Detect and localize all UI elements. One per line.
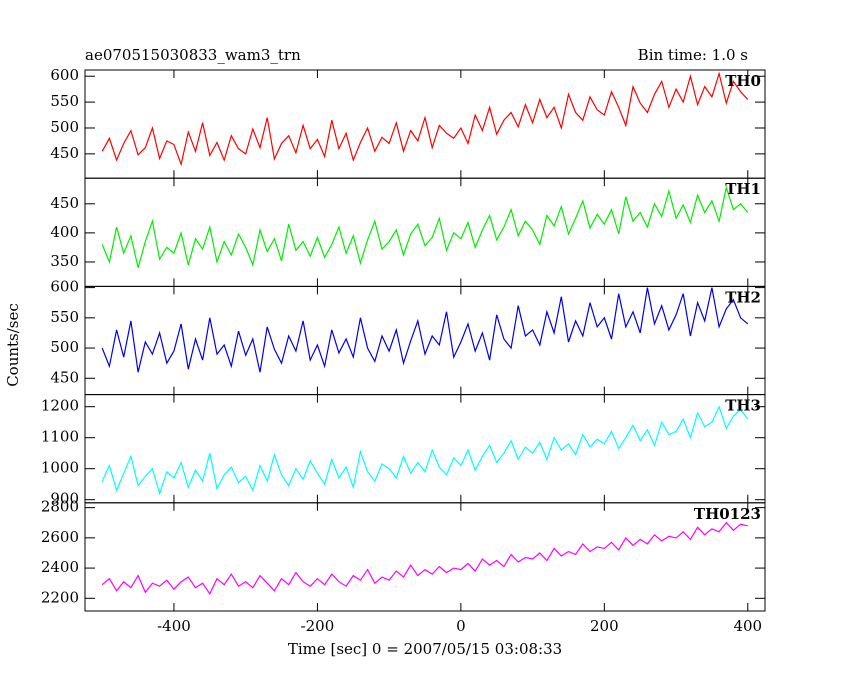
x-tick-label: 400	[733, 617, 762, 635]
y-tick-label: 500	[50, 118, 79, 136]
y-tick-label: 900	[50, 490, 79, 508]
light-curve	[101, 521, 748, 596]
y-tick-label: 1000	[41, 459, 79, 477]
panel-label: TH3	[725, 397, 761, 415]
y-tick-label: 1200	[41, 397, 79, 415]
light-curve	[101, 405, 749, 496]
y-tick-label: 600	[50, 66, 79, 84]
y-tick-label: 550	[50, 92, 79, 110]
panel-label: TH0	[725, 72, 761, 90]
y-tick-label: 450	[50, 144, 79, 162]
light-curve	[101, 71, 749, 167]
light-curve	[101, 287, 749, 373]
x-tick-label: 0	[456, 617, 466, 635]
y-tick-label: 350	[50, 252, 79, 270]
x-axis-label: Time [sec] 0 = 2007/05/15 03:08:33	[288, 640, 562, 658]
panel-frame	[84, 502, 766, 612]
y-tick-label: 2600	[41, 528, 79, 546]
panel-frame	[84, 285, 766, 396]
panel-frame	[84, 394, 766, 504]
x-tick-label: 200	[590, 617, 619, 635]
light-curve	[101, 185, 749, 268]
y-tick-label: 450	[50, 368, 79, 386]
panel-frame	[84, 177, 766, 287]
panel-label: TH0123	[694, 505, 761, 523]
y-tick-label: 2400	[41, 558, 79, 576]
y-tick-label: 1100	[41, 428, 79, 446]
y-axis-label: Counts/sec	[4, 303, 22, 387]
y-tick-label: 2200	[41, 588, 79, 606]
panel-label: TH1	[725, 180, 761, 198]
y-tick-label: 600	[50, 278, 79, 296]
y-tick-label: 450	[50, 194, 79, 212]
y-tick-label: 550	[50, 308, 79, 326]
x-tick-label: -400	[157, 617, 191, 635]
chart-title: ae070515030833_wam3_trn	[85, 46, 301, 64]
panel-label: TH2	[725, 288, 761, 306]
y-tick-label: 400	[50, 223, 79, 241]
y-tick-label: 2800	[41, 498, 79, 516]
x-tick-label: -200	[301, 617, 335, 635]
y-tick-label: 500	[50, 338, 79, 356]
chart-subtitle: Bin time: 1.0 s	[638, 46, 748, 64]
